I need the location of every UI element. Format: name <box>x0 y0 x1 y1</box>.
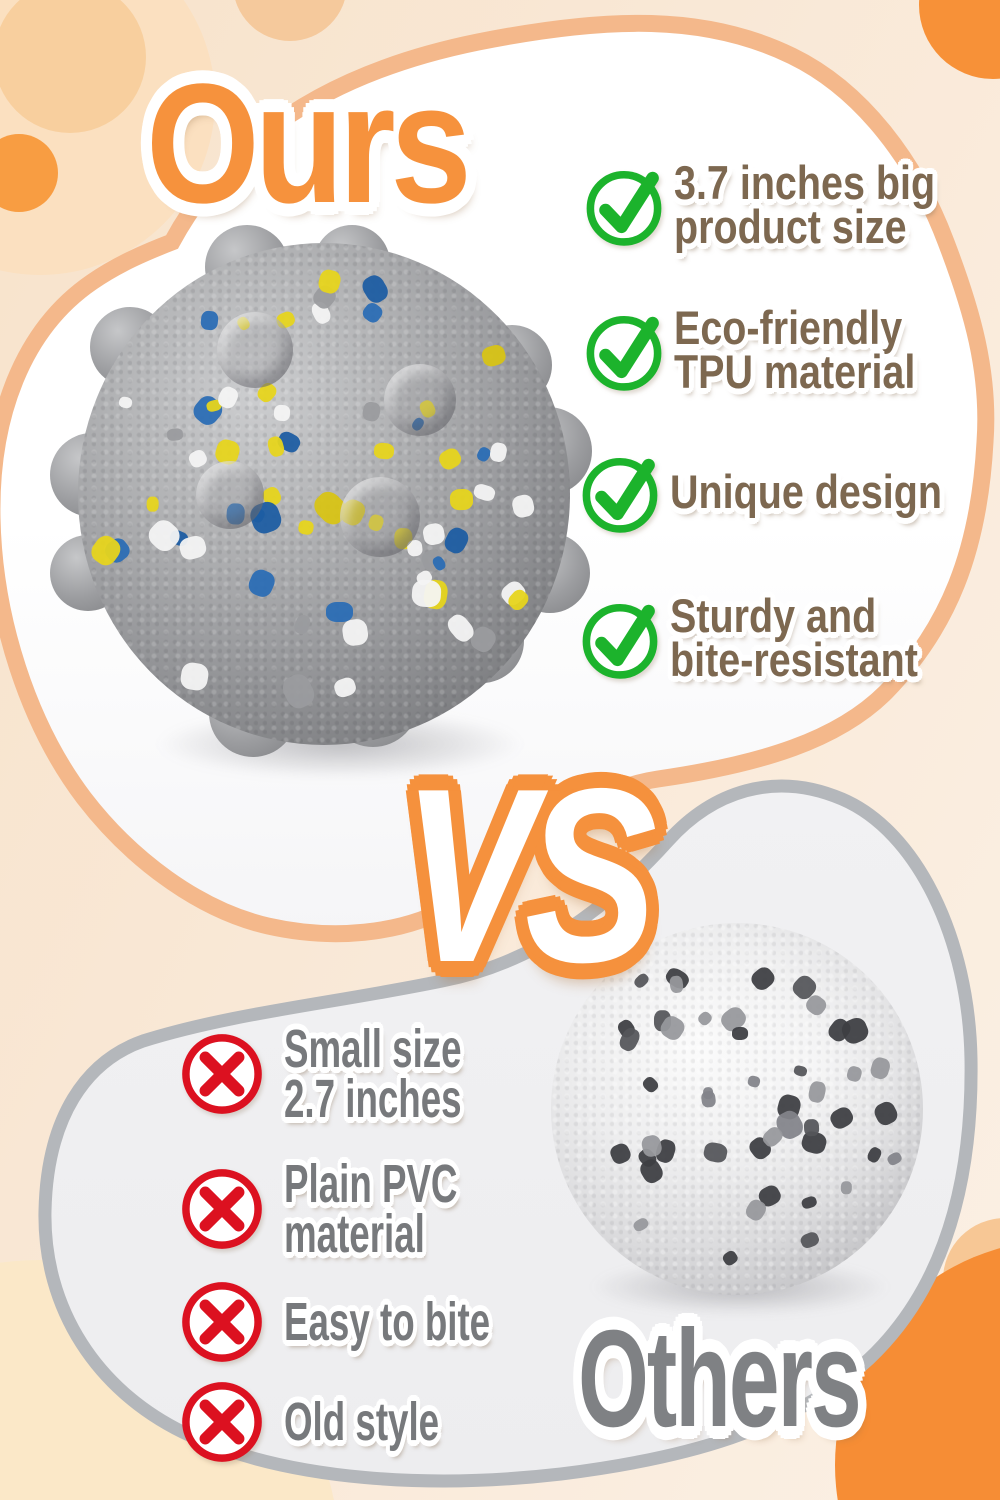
vs-label: VS <box>402 732 709 1018</box>
con-item-style: Old style <box>178 1374 512 1470</box>
pro-item-material: Eco-friendly TPU material <box>582 301 961 398</box>
con-item-line: Plain PVC <box>284 1154 458 1214</box>
cross-icon <box>182 1282 262 1362</box>
con-item-text: Small size 2.7 inches <box>284 1019 462 1129</box>
con-item-line: Old style <box>284 1392 440 1452</box>
others-ball-surface <box>551 923 923 1295</box>
check-icon <box>582 603 658 679</box>
pro-item-size: 3.7 inches big product size <box>582 156 985 253</box>
others-title: Others <box>578 1302 862 1456</box>
pro-item-line: Eco-friendly <box>674 301 903 354</box>
ours-ball-photo <box>50 225 592 757</box>
pro-item-line: TPU material <box>674 345 916 398</box>
pro-item-line: Unique design <box>670 465 942 518</box>
check-icon <box>582 457 658 533</box>
check-icon <box>586 315 662 391</box>
ours-title: Ours <box>146 49 472 239</box>
con-item-text: Easy to bite <box>284 1292 491 1352</box>
pro-item-text: 3.7 inches big product size <box>674 156 936 253</box>
pro-item-line: bite-resistant <box>670 633 918 686</box>
con-item-text: Plain PVC material <box>284 1154 458 1264</box>
con-item-line: 2.7 inches <box>284 1069 462 1129</box>
con-item-line: Small size <box>284 1019 462 1079</box>
pro-item-design: Unique design <box>578 447 994 537</box>
con-item-text: Old style <box>284 1392 440 1452</box>
decor-circle-top-pale <box>235 0 345 41</box>
pro-item-line: 3.7 inches big <box>674 156 936 209</box>
cross-icon <box>182 1034 262 1114</box>
cross-icon <box>182 1382 262 1462</box>
ours-ball-surface <box>78 243 570 745</box>
pro-item-line: product size <box>674 200 907 253</box>
con-item-line: material <box>284 1204 425 1264</box>
decor-circle-pale-medium <box>0 0 146 133</box>
decor-circle-orange-small <box>0 134 58 212</box>
decor-circle-bottom-right-orange <box>835 1248 1000 1500</box>
others-ball-photo <box>551 923 923 1295</box>
con-item-material: Plain PVC material <box>178 1154 539 1264</box>
con-item-line: Easy to bite <box>284 1292 491 1352</box>
pro-item-text: Sturdy and bite-resistant <box>670 589 918 686</box>
cross-icon <box>182 1169 262 1249</box>
pro-item-sturdy: Sturdy and bite-resistant <box>578 589 965 686</box>
decor-circle-top-right-orange <box>919 0 1000 79</box>
ours-ball-speckles <box>78 243 570 745</box>
pro-item-text: Unique design <box>670 465 942 518</box>
check-icon <box>586 170 662 246</box>
vs-text: VS <box>402 736 657 1014</box>
con-item-size: Small size 2.7 inches <box>178 1019 545 1129</box>
pro-item-line: Sturdy and <box>670 589 877 642</box>
con-item-bite: Easy to bite <box>178 1274 587 1370</box>
pro-item-text: Eco-friendly TPU material <box>674 301 916 398</box>
